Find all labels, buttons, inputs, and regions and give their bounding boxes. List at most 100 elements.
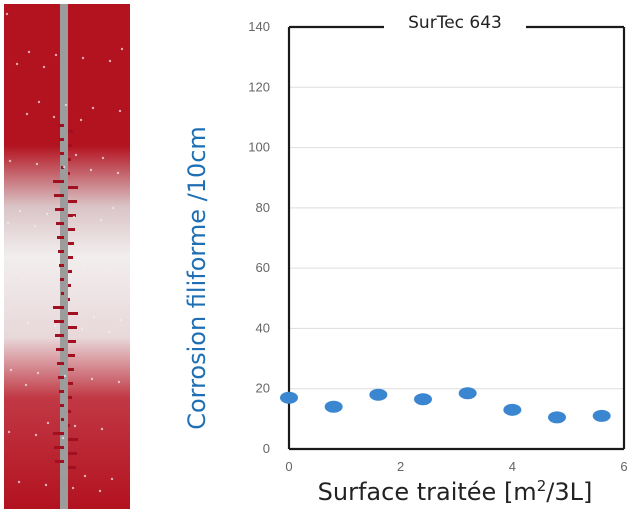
x-axis-title-tail: /3L] [546, 478, 592, 506]
y-tick-label: 100 [248, 140, 270, 155]
speckle [120, 47, 124, 51]
speckle [45, 212, 49, 216]
speckle [33, 224, 37, 228]
speckle [108, 59, 112, 63]
speckle [55, 262, 59, 266]
filament [58, 124, 64, 127]
x-tick-labels: 0 2 4 6 [285, 459, 627, 474]
speckle [110, 477, 114, 481]
filament [68, 242, 74, 245]
speckle [7, 430, 11, 434]
speckle [82, 265, 86, 269]
data-point [280, 391, 298, 404]
corrosion-filaments [5, 12, 124, 493]
speckle [27, 50, 31, 54]
scribe-line [60, 4, 68, 509]
filament [68, 424, 70, 427]
filament [53, 432, 64, 435]
speckle [119, 318, 123, 322]
title-background [384, 8, 526, 36]
speckle [79, 118, 83, 122]
speckle [116, 171, 120, 175]
filament [68, 214, 76, 217]
data-point [548, 411, 566, 424]
data-point [414, 393, 432, 406]
corrosion-panel-photo [4, 4, 130, 509]
data-point [458, 387, 477, 400]
filament [58, 250, 64, 253]
grid-lines [289, 26, 624, 390]
speckle [81, 56, 85, 60]
y-tick-label: 40 [256, 320, 270, 335]
filament [61, 418, 64, 421]
y-tick-label: 80 [256, 200, 270, 215]
filament [59, 390, 64, 393]
filament [68, 326, 77, 329]
speckle [53, 324, 57, 328]
speckle [18, 209, 22, 213]
y-tick-label: 0 [263, 441, 270, 456]
data-point [324, 400, 343, 413]
chart-title: SurTec 643 [408, 13, 502, 33]
filament [60, 404, 64, 407]
axes [287, 25, 626, 451]
speckle [90, 377, 94, 381]
speckle [83, 474, 87, 478]
filament [68, 186, 78, 189]
speckle [34, 433, 38, 437]
speckle [35, 162, 39, 166]
x-axis-title-main: Surface traitée [m [318, 478, 537, 506]
speckle [16, 271, 20, 275]
filament [58, 376, 64, 379]
speckle [17, 480, 21, 484]
filament [68, 158, 71, 161]
speckle [36, 371, 40, 375]
data-point [503, 403, 522, 416]
speckle [44, 483, 48, 487]
filament [59, 138, 64, 141]
speckle [99, 218, 103, 222]
speckle [71, 486, 75, 490]
data-point [592, 409, 611, 422]
speckle [118, 109, 122, 113]
speckle [109, 268, 113, 272]
filament [68, 228, 75, 231]
speckle [111, 206, 115, 210]
filament [68, 312, 78, 315]
filament [55, 460, 64, 463]
speckle [117, 380, 121, 384]
filament [68, 130, 73, 133]
filament [55, 334, 64, 337]
filament [54, 194, 64, 197]
filament [61, 166, 64, 169]
speckle [70, 277, 74, 281]
filament [54, 446, 64, 449]
speckle [92, 315, 96, 319]
filament [68, 368, 74, 371]
x-tick-label: 0 [285, 459, 292, 474]
speckle [52, 115, 56, 119]
data-points [280, 387, 611, 424]
speckle [25, 112, 29, 116]
filament [55, 208, 64, 211]
x-tick-label: 2 [397, 459, 404, 474]
speckle [37, 100, 41, 104]
filament [53, 180, 64, 183]
speckle [9, 368, 13, 372]
speckle [6, 221, 10, 225]
speckle [91, 106, 95, 110]
speckle [100, 427, 104, 431]
speckle [61, 436, 65, 440]
y-tick-label: 60 [256, 260, 270, 275]
filament [68, 200, 77, 203]
speckle [43, 274, 47, 278]
y-tick-label: 140 [248, 19, 270, 34]
speckle [46, 421, 50, 425]
y-axis-title: Corrosion filiforme /10cm [183, 126, 211, 430]
filament [56, 222, 64, 225]
filament [60, 152, 64, 155]
speckle [72, 215, 76, 219]
x-tick-label: 4 [509, 459, 516, 474]
speckle [101, 156, 105, 160]
filament [59, 264, 64, 267]
